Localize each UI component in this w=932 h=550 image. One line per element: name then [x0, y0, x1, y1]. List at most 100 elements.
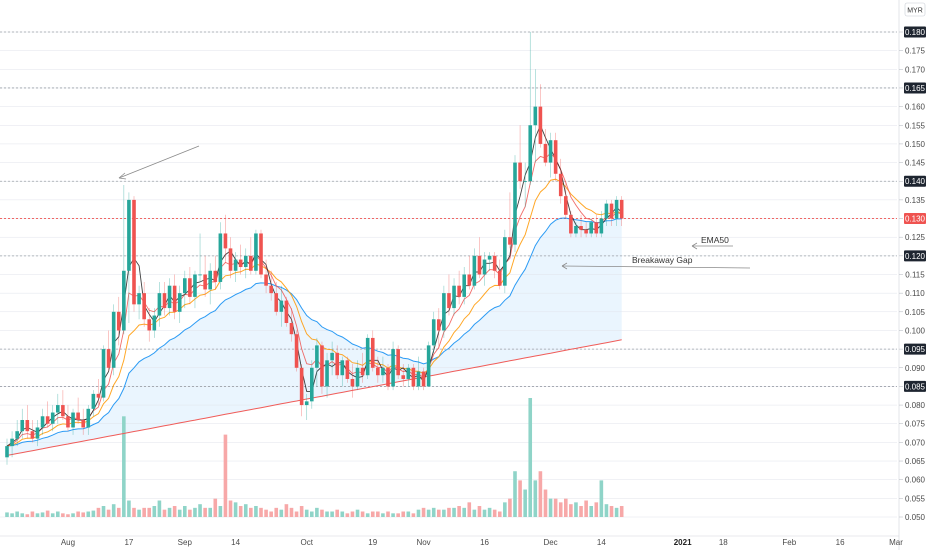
candle: [142, 281, 146, 327]
candle-body: [96, 393, 101, 398]
candle-body: [30, 431, 35, 439]
candle-body: [350, 378, 355, 387]
candle: [518, 125, 522, 189]
volume-bar: [167, 507, 172, 517]
volume-bar: [122, 416, 126, 517]
candle-body: [177, 293, 182, 312]
candle-body: [386, 367, 390, 387]
candle-body: [416, 371, 421, 387]
volume-bar: [462, 507, 466, 517]
candle: [269, 270, 273, 301]
candle: [137, 285, 141, 320]
candle: [259, 229, 263, 279]
candle-body: [508, 237, 512, 245]
volume-bar: [116, 507, 121, 517]
volume-bar: [416, 509, 421, 517]
volume-bar: [218, 506, 223, 517]
time-axis[interactable]: Aug 17 Sep 14 Oct 19 Nov 16 Dec 14 2021 18 Feb 16 Mar: [0, 535, 903, 547]
ema50-line: [6, 217, 622, 447]
candle-body: [472, 255, 477, 286]
volume-bar: [574, 502, 578, 517]
candle-body: [264, 274, 268, 286]
candle: [584, 222, 588, 238]
time-tick-label: Sep: [178, 538, 193, 547]
volume-bar: [579, 506, 583, 517]
candle: [396, 345, 400, 379]
price-tick-label: 0.065: [905, 457, 926, 466]
volume-bar: [447, 507, 451, 517]
volume-bar: [437, 509, 441, 517]
candle-body: [101, 349, 106, 398]
candle-body: [518, 162, 522, 182]
candle: [508, 192, 512, 249]
candle-body: [152, 315, 157, 331]
candle-body: [304, 401, 309, 406]
candle: [492, 252, 497, 279]
price-tick-label: 0.155: [905, 121, 926, 130]
candle: [279, 285, 284, 327]
volume-bar: [619, 506, 624, 517]
candle-body: [315, 345, 319, 368]
candle-body: [259, 233, 263, 275]
volume-bar: [50, 513, 55, 517]
volume-bar: [497, 511, 502, 517]
candle-body: [223, 233, 228, 249]
candle: [40, 408, 45, 435]
candle: [457, 270, 461, 305]
volume-bar: [137, 509, 141, 517]
volume-bar: [320, 509, 324, 517]
candle: [401, 364, 406, 387]
candle-body: [61, 405, 65, 417]
candle-body: [558, 173, 563, 197]
volume-bar: [56, 511, 60, 517]
candle: [15, 420, 19, 447]
volume-bar: [391, 513, 395, 517]
price-tick-label: 0.105: [905, 308, 926, 317]
volume-bar: [426, 509, 431, 517]
candle-body: [569, 214, 573, 234]
price-level-badge-label: 0.095: [905, 345, 926, 354]
time-tick-label: 16: [836, 538, 845, 547]
candle: [574, 222, 578, 238]
candle: [152, 308, 157, 338]
candle-body: [91, 393, 96, 409]
arrow-head: [691, 242, 698, 250]
candle-body: [233, 259, 238, 271]
candle: [177, 285, 182, 323]
volume-bar: [457, 506, 461, 517]
volume-bar: [518, 480, 522, 517]
candle-body: [376, 367, 380, 376]
candle: [81, 408, 85, 435]
volume-bar: [508, 498, 512, 517]
volume-bar: [35, 513, 40, 517]
price-tick-label: 0.135: [905, 196, 926, 205]
candle: [391, 341, 395, 391]
volume-bar: [203, 507, 207, 517]
volume-bar: [609, 506, 614, 517]
volume-bar: [76, 511, 80, 517]
candle: [421, 367, 426, 391]
volume-bar: [269, 511, 273, 517]
volume-bar: [25, 514, 30, 517]
candle-body: [426, 345, 431, 387]
price-tick-label: 0.060: [905, 476, 926, 485]
volume-bar: [228, 500, 233, 517]
price-axis[interactable]: 0.180 0.175 0.170 0.165 0.160 0.155 0.150 0.145…: [898, 0, 932, 550]
candle: [442, 285, 446, 338]
volume-bar: [304, 509, 309, 517]
candle-body: [533, 106, 538, 126]
price-level-badge: [904, 213, 926, 225]
candle-body: [45, 416, 50, 424]
candle-body: [10, 438, 14, 447]
price-tick-label: 0.145: [905, 159, 926, 168]
volume-bar: [10, 513, 14, 517]
currency-box[interactable]: [904, 2, 926, 17]
volume-bar: [40, 512, 45, 517]
volume-bar: [259, 507, 263, 517]
candle-body: [345, 360, 350, 379]
candle: [355, 360, 360, 391]
volume-bar: [223, 434, 228, 517]
candle-body: [76, 412, 80, 420]
candle-body: [589, 222, 593, 234]
